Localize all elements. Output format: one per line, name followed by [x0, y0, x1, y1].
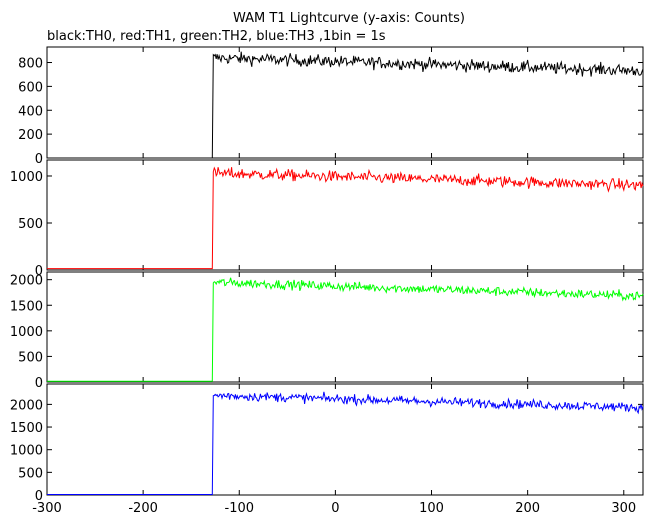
x-tick-label-5: 200 [515, 501, 540, 515]
y-tick-label-1-0: 0 [35, 264, 43, 279]
y-tick-label-3-2: 1000 [10, 444, 43, 459]
y-tick-label-0-2: 400 [18, 104, 43, 119]
y-tick-label-0-3: 600 [18, 80, 43, 95]
y-tick-label-0-0: 0 [35, 152, 43, 167]
y-tick-label-0-1: 200 [18, 128, 43, 143]
chart-title: WAM T1 Lightcurve (y-axis: Counts) [233, 11, 465, 26]
y-tick-label-2-3: 1500 [10, 299, 43, 314]
y-tick-label-1-2: 1000 [10, 170, 43, 185]
panel-frame-1 [46, 159, 644, 271]
panels: 0200400600800050010000500100015002000050… [10, 46, 644, 515]
panel-frame-3 [46, 383, 644, 496]
y-tick-label-2-2: 1000 [10, 325, 43, 340]
y-tick-label-3-4: 2000 [10, 398, 43, 413]
y-tick-label-1-1: 500 [18, 217, 43, 232]
x-tick-label-0: -300 [32, 501, 62, 515]
y-tick-label-0-4: 800 [18, 57, 43, 72]
lightcurve-line-2 [47, 277, 644, 382]
lightcurve-line-3 [47, 391, 644, 495]
y-tick-label-3-3: 1500 [10, 421, 43, 436]
x-tick-label-6: 300 [611, 501, 636, 515]
y-tick-label-3-0: 0 [35, 489, 43, 504]
y-tick-label-3-1: 500 [18, 466, 43, 481]
x-tick-label-3: 0 [331, 501, 339, 515]
y-tick-label-2-1: 500 [18, 350, 43, 365]
lightcurve-line-1 [47, 166, 644, 270]
x-tick-label-1: -200 [128, 501, 158, 515]
y-tick-label-2-0: 0 [35, 376, 43, 391]
panel-frame-2 [46, 271, 644, 383]
x-tick-label-2: -100 [225, 501, 255, 515]
y-tick-label-2-4: 2000 [10, 274, 43, 289]
x-tick-label-4: 100 [419, 501, 444, 515]
panel-frame-0 [46, 46, 644, 159]
lightcurve-line-0 [47, 51, 644, 159]
chart-subtitle: black:TH0, red:TH1, green:TH2, blue:TH3 … [47, 29, 386, 44]
